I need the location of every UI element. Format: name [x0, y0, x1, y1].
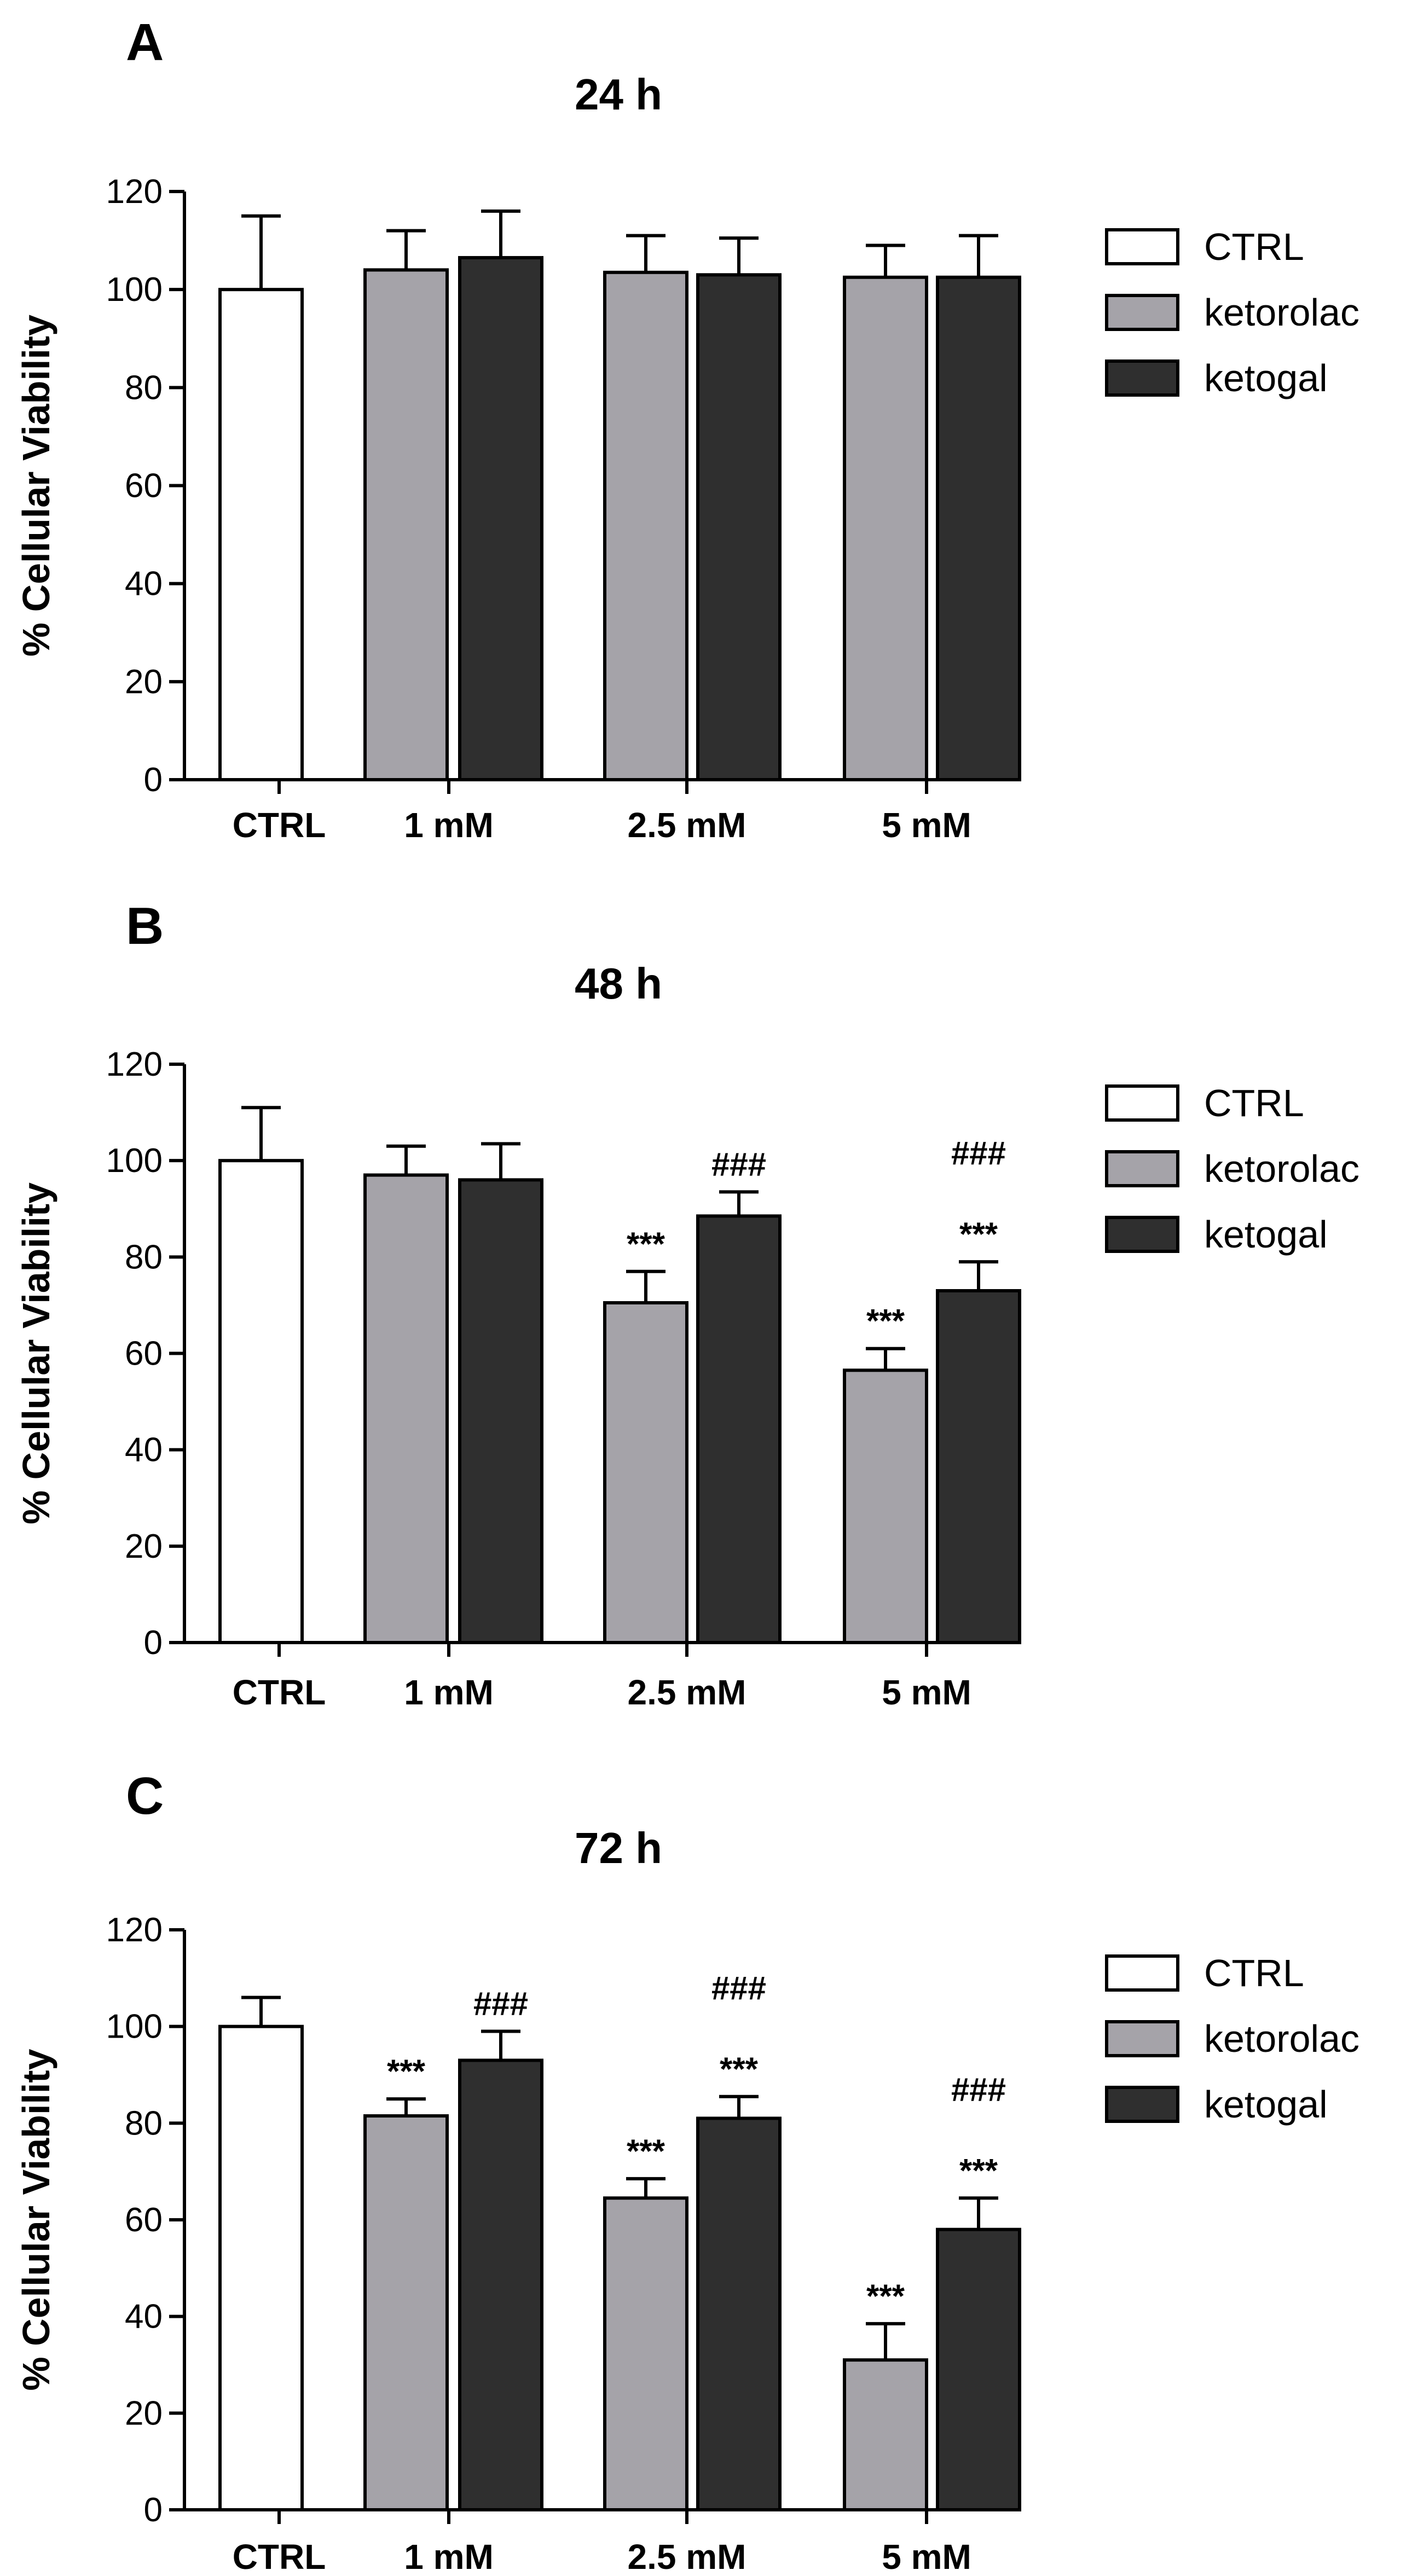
legend-label: ketogal — [1204, 1213, 1328, 1256]
significance-label: *** — [720, 2051, 759, 2087]
significance-label: ### — [711, 1970, 766, 2006]
legend-label: ketorolac — [1204, 1147, 1359, 1190]
bar-ctrl — [218, 288, 304, 781]
legend-swatch-ketogal — [1105, 359, 1179, 397]
bar-ctrl — [218, 2024, 304, 2512]
significance-label: ### — [711, 1146, 766, 1182]
significance-label: ### — [951, 2071, 1006, 2108]
significance-label: *** — [387, 2053, 426, 2090]
y-tick-label: 20 — [125, 2394, 163, 2432]
y-tick-label: 60 — [125, 1335, 163, 1373]
y-tick-label: 0 — [144, 761, 163, 799]
y-tick-label: 60 — [125, 2201, 163, 2239]
x-tick-label: 1 mM — [404, 1673, 494, 1712]
panel-letter: B — [126, 897, 164, 955]
y-tick-label: 120 — [106, 1046, 163, 1083]
bar-ketorolac — [843, 2358, 928, 2511]
y-tick-label: 80 — [125, 2104, 163, 2142]
y-tick-label: 100 — [106, 271, 163, 309]
x-tick-label: CTRL — [233, 2537, 326, 2576]
significance-label: *** — [627, 2133, 666, 2169]
significance-label: *** — [627, 1226, 666, 1262]
y-tick-label: 100 — [106, 2008, 163, 2046]
y-tick-label: 40 — [125, 565, 163, 603]
panel-b: B 48 h % Cellular Viability 0 20 40 60 80 100 120… — [15, 897, 1359, 1712]
legend-swatch-ctrl — [1105, 228, 1179, 265]
x-tick-label: 5 mM — [882, 805, 971, 845]
x-tick-label: 1 mM — [404, 805, 494, 845]
y-tick-label: 0 — [144, 2491, 163, 2529]
y-tick-label: 0 — [144, 1624, 163, 1662]
bar-ketorolac — [603, 2196, 688, 2511]
legend-label: CTRL — [1204, 225, 1304, 268]
significance-label: *** — [866, 1303, 905, 1339]
legend-label: CTRL — [1204, 1082, 1304, 1124]
legend-swatch-ctrl — [1105, 1084, 1179, 1122]
bar-ketogal — [936, 2227, 1021, 2512]
legend-label: ketogal — [1204, 357, 1328, 399]
bar-ketorolac — [603, 270, 688, 781]
bar-ketorolac — [363, 1173, 449, 1644]
x-tick-label: 2.5 mM — [628, 2537, 746, 2576]
x-tick-label: CTRL — [233, 1673, 326, 1712]
y-tick-label: 40 — [125, 1431, 163, 1469]
bar-ketogal — [696, 1214, 782, 1644]
panel-a: A 24 h % Cellular Viability 0 20 40 60 80 100 120… — [15, 13, 1359, 845]
significance-label: *** — [959, 2152, 998, 2189]
significance-label: ### — [951, 1135, 1006, 1171]
legend-label: ketogal — [1204, 2083, 1328, 2126]
y-axis-label: % Cellular Viability — [15, 1182, 57, 1524]
legend-swatch-ketogal — [1105, 2086, 1179, 2123]
legend-label: ketorolac — [1204, 2017, 1359, 2060]
x-tick-label: 1 mM — [404, 2537, 494, 2576]
significance-label: ### — [473, 1986, 528, 2022]
bar-ketogal — [696, 2116, 782, 2511]
bar-ctrl — [218, 1159, 304, 1645]
bar-ketogal — [936, 1289, 1021, 1645]
x-tick-label: 2.5 mM — [628, 1673, 746, 1712]
x-tick-label: CTRL — [233, 805, 326, 845]
y-tick-label: 40 — [125, 2298, 163, 2336]
y-tick-label: 80 — [125, 1238, 163, 1276]
bar-ketorolac — [603, 1301, 688, 1644]
y-tick-label: 120 — [106, 173, 163, 211]
bar-ketorolac — [843, 1368, 928, 1644]
y-tick-label: 100 — [106, 1142, 163, 1180]
legend-label: ketorolac — [1204, 291, 1359, 334]
x-tick-label: 2.5 mM — [628, 805, 746, 845]
bar-ketogal — [458, 1178, 543, 1644]
bar-ketogal — [458, 256, 543, 781]
legend-swatch-ketorolac — [1105, 1150, 1179, 1187]
significance-label: *** — [959, 1216, 998, 1252]
bar-ketorolac — [363, 2114, 449, 2511]
legend-swatch-ctrl — [1105, 1954, 1179, 1992]
y-tick-label: 20 — [125, 1528, 163, 1565]
y-axis-label: % Cellular Viability — [15, 2049, 57, 2391]
bar-ketogal — [936, 275, 1021, 782]
y-tick-label: 60 — [125, 467, 163, 505]
panel-letter: A — [126, 13, 164, 72]
panel-c: C 72 h % Cellular Viability 0 20 40 60 80 100 120… — [15, 1767, 1359, 2576]
y-tick-label: 20 — [125, 663, 163, 701]
legend-label: CTRL — [1204, 1952, 1304, 1994]
legend-swatch-ketogal — [1105, 1216, 1179, 1253]
panel-letter: C — [126, 1767, 164, 1825]
x-tick-label: 5 mM — [882, 1673, 971, 1712]
y-tick-label: 80 — [125, 369, 163, 407]
chart-title: 48 h — [575, 959, 662, 1008]
y-tick-label: 120 — [106, 1911, 163, 1949]
bar-ketogal — [696, 273, 782, 781]
bar-ketorolac — [363, 268, 449, 782]
x-tick-label: 5 mM — [882, 2537, 971, 2576]
bar-ketogal — [458, 2058, 543, 2511]
legend-swatch-ketorolac — [1105, 294, 1179, 331]
significance-label: *** — [866, 2278, 905, 2314]
legend-swatch-ketorolac — [1105, 2020, 1179, 2057]
bar-ketorolac — [843, 275, 928, 782]
y-axis-label: % Cellular Viability — [15, 315, 57, 657]
chart-title: 72 h — [575, 1824, 662, 1872]
chart-title: 24 h — [575, 70, 662, 119]
